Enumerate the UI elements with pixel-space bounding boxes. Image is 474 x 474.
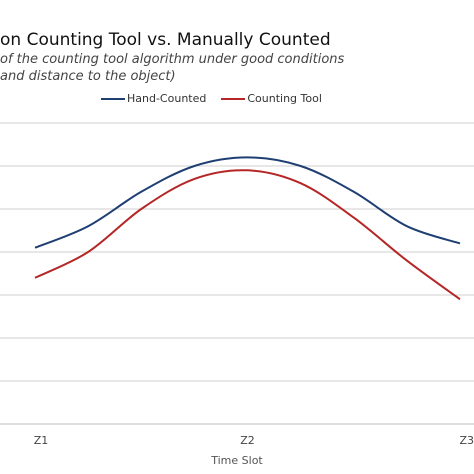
legend-swatch-counting-tool bbox=[221, 97, 246, 100]
series-line-hand-counted bbox=[34, 156, 461, 249]
legend-label-counting-tool: Counting Tool bbox=[247, 92, 322, 105]
legend-swatch-hand-counted bbox=[101, 97, 125, 100]
series-line-counting-tool bbox=[34, 169, 461, 301]
x-tick-label: Z2 bbox=[240, 434, 255, 447]
chart-title: on Counting Tool vs. Manually Counted bbox=[0, 30, 331, 50]
x-axis-label: Time Slot bbox=[211, 454, 263, 467]
x-tick-label: Z3 bbox=[459, 434, 474, 447]
x-tick-label: Z1 bbox=[34, 434, 49, 447]
legend-label-hand-counted: Hand-Counted bbox=[127, 92, 207, 105]
legend-item-counting-tool: Counting Tool bbox=[221, 92, 322, 105]
chart-legend: Hand-Counted Counting Tool bbox=[101, 92, 337, 105]
legend-item-hand-counted: Hand-Counted bbox=[101, 92, 206, 105]
chart-subtitle-line-1: of the counting tool algorithm under goo… bbox=[0, 52, 345, 67]
chart-subtitle-line-2: and distance to the object) bbox=[0, 69, 176, 84]
